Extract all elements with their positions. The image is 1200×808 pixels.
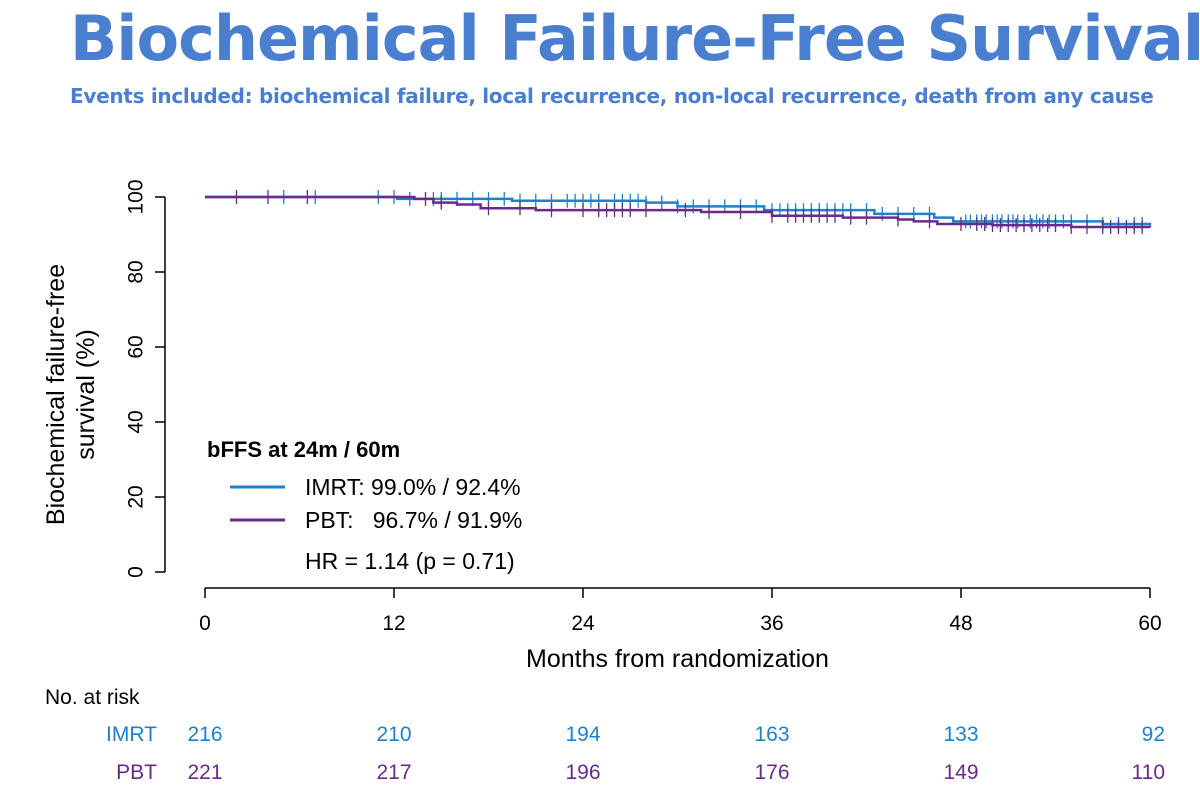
- y-tick-label: 40: [124, 410, 147, 433]
- risk-count-IMRT: 210: [376, 723, 411, 746]
- legend: bFFS at 24m / 60m IMRT: 99.0% / 92.4% PBT:…: [207, 437, 522, 574]
- x-tick-label: 48: [949, 612, 972, 635]
- x-tick-label: 24: [571, 612, 595, 635]
- y-axis-title: Biochemical failure-free: [42, 264, 70, 525]
- x-tick-label: 12: [382, 612, 405, 635]
- risk-count-PBT: 110: [1132, 761, 1165, 784]
- risk-table-header: No. at risk: [45, 686, 140, 709]
- legend-title: bFFS at 24m / 60m: [207, 437, 400, 462]
- x-tick-label: 36: [760, 612, 783, 635]
- slide-title: Biochemical Failure-Free Survival: [70, 2, 1200, 75]
- x-tick-label: 60: [1138, 612, 1161, 635]
- risk-count-PBT: 176: [754, 761, 789, 784]
- y-tick-label: 60: [124, 335, 147, 358]
- risk-count-PBT: 217: [376, 761, 411, 784]
- risk-count-IMRT: 163: [754, 723, 789, 746]
- risk-count-PBT: 196: [565, 761, 600, 784]
- x-axis-title: Months from randomization: [526, 645, 829, 673]
- risk-count-PBT: 149: [943, 761, 978, 784]
- x-tick-label: 0: [199, 612, 211, 635]
- y-tick-label: 20: [124, 485, 147, 508]
- legend-label-PBT: PBT: 96.7% / 91.9%: [305, 507, 522, 533]
- risk-count-IMRT: 133: [943, 723, 978, 746]
- risk-row-label-PBT: PBT: [116, 761, 157, 784]
- axes: 0 12 24 36 48 60 Months from randomization 0 20 4…: [42, 179, 1162, 673]
- survival-curves: [205, 190, 1152, 234]
- slide-subtitle: Events included: biochemical failure, lo…: [70, 84, 1154, 108]
- risk-count-PBT: 221: [187, 761, 222, 784]
- risk-count-IMRT: 92: [1142, 723, 1165, 746]
- legend-label-IMRT: IMRT: 99.0% / 92.4%: [305, 474, 521, 500]
- risk-count-IMRT: 194: [565, 723, 600, 746]
- risk-count-IMRT: 216: [187, 723, 222, 746]
- legend-hr-note: HR = 1.14 (p = 0.71): [305, 548, 515, 574]
- y-tick-label: 80: [124, 260, 147, 283]
- curve-IMRT: [205, 195, 1152, 226]
- y-tick-label: 100: [124, 179, 147, 214]
- risk-table: No. at risk IMRT 216 210 194 163 133 92 PBT 221 21…: [45, 686, 1165, 784]
- y-tick-label: 0: [124, 566, 147, 578]
- risk-row-label-IMRT: IMRT: [106, 723, 157, 746]
- y-axis-title: survival (%): [72, 329, 100, 460]
